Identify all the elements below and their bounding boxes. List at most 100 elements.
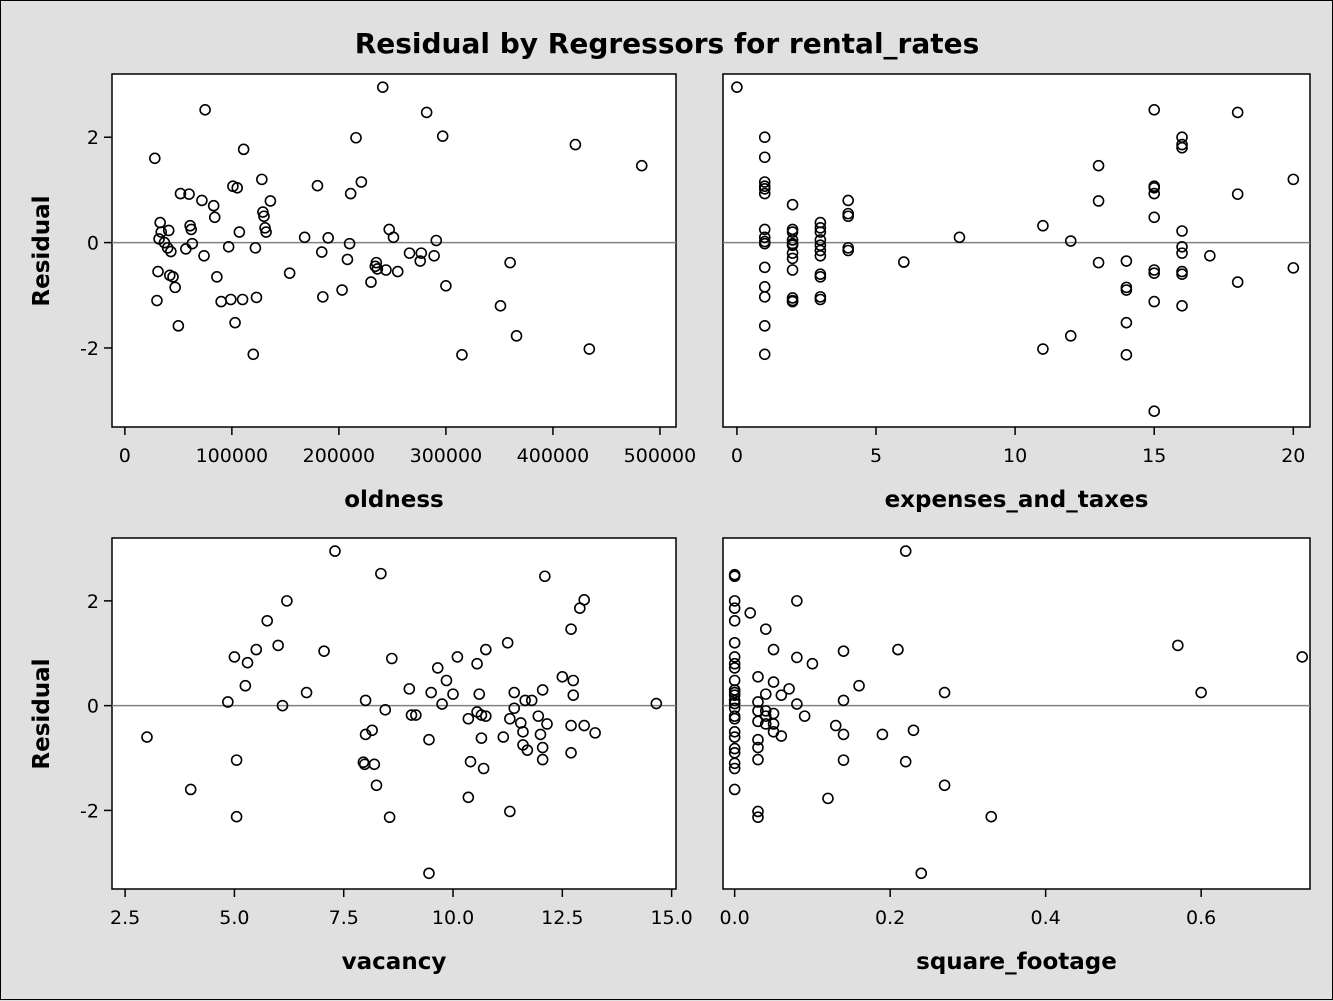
data-point <box>759 710 772 722</box>
data-point <box>343 237 356 250</box>
x-tick-label: 200000 <box>303 445 376 467</box>
data-point <box>728 636 741 649</box>
data-point <box>752 671 764 683</box>
data-point <box>462 712 475 725</box>
data-point <box>728 726 741 738</box>
data-point <box>344 187 357 200</box>
data-point <box>283 267 296 279</box>
data-point <box>387 231 400 244</box>
data-point <box>1120 284 1133 296</box>
panels-layer: 0 100000 200000 300000 400000 500000 -2 0 2 Resid… <box>29 73 1311 975</box>
data-point <box>1231 188 1244 200</box>
data-point <box>1195 686 1207 699</box>
data-point <box>758 231 771 244</box>
data-point <box>744 607 757 619</box>
x-tick-label: 0.0 <box>720 907 750 929</box>
data-point <box>473 688 486 700</box>
data-point <box>1296 651 1309 663</box>
data-point <box>650 697 663 710</box>
data-point <box>791 651 803 664</box>
data-point <box>728 602 741 615</box>
data-point <box>578 719 590 732</box>
data-point <box>758 131 771 144</box>
data-point <box>758 291 771 303</box>
data-point <box>497 731 510 743</box>
data-point <box>791 698 803 710</box>
y-axis-label: Residual <box>29 195 55 306</box>
data-point <box>814 222 827 234</box>
data-point <box>231 182 244 194</box>
data-point <box>565 746 577 759</box>
data-point <box>567 674 580 687</box>
data-point <box>806 657 819 670</box>
data-point <box>907 724 920 737</box>
data-point <box>728 570 741 583</box>
data-point <box>1176 141 1188 154</box>
data-point <box>842 210 854 223</box>
data-point <box>758 187 771 200</box>
data-point <box>791 595 803 607</box>
data-point <box>829 719 842 732</box>
x-tick-label: 100000 <box>196 445 269 467</box>
x-tick-label: 10 <box>1003 445 1027 467</box>
data-point <box>477 762 490 775</box>
data-point <box>1148 405 1161 417</box>
data-point <box>504 712 516 725</box>
data-point <box>322 232 334 244</box>
data-point <box>814 226 827 238</box>
x-tick-label: 5.0 <box>219 907 249 929</box>
data-point <box>162 224 175 237</box>
data-point <box>752 733 764 746</box>
data-point <box>814 249 827 262</box>
data-point <box>376 81 389 93</box>
data-point <box>350 131 362 144</box>
data-point <box>456 349 468 361</box>
x-tick-label: 20 <box>1281 445 1305 467</box>
data-point <box>728 614 741 627</box>
data-point <box>758 261 771 274</box>
y-tick-label: 2 <box>87 591 99 613</box>
data-point <box>767 718 780 730</box>
data-point <box>589 727 601 739</box>
data-point <box>239 679 252 692</box>
data-point <box>1176 300 1188 312</box>
data-point <box>247 348 260 361</box>
data-point <box>425 686 437 699</box>
data-point <box>728 694 741 707</box>
x-tick-label: 400000 <box>517 445 590 467</box>
data-point <box>184 783 197 796</box>
data-point <box>1176 138 1188 151</box>
plot-area <box>111 73 677 428</box>
data-point <box>534 728 547 741</box>
data-point <box>149 152 161 165</box>
data-point <box>1092 256 1105 269</box>
data-point <box>1148 187 1161 200</box>
x-axis-label: oldness <box>344 487 444 513</box>
data-point <box>241 656 254 669</box>
data-point <box>230 754 243 766</box>
data-point <box>837 728 850 741</box>
y-axis-label: Residual <box>29 658 55 769</box>
chart-title: Residual by Regressors for rental_rates <box>355 27 980 60</box>
data-point <box>758 320 771 332</box>
data-point <box>228 651 241 663</box>
data-point <box>898 256 910 268</box>
data-point <box>541 718 553 730</box>
data-point <box>370 779 383 792</box>
data-point <box>758 348 771 361</box>
data-point <box>752 811 764 824</box>
x-tick-label: 12.5 <box>541 907 583 929</box>
data-point <box>565 719 577 732</box>
x-tick-label: 0.4 <box>1031 907 1061 929</box>
data-point <box>165 245 177 258</box>
data-point <box>222 241 235 253</box>
data-point <box>475 709 488 721</box>
data-point <box>211 271 223 283</box>
data-point <box>786 226 799 238</box>
data-point <box>276 699 289 712</box>
panel-vacancy: 2.5 5.0 7.5 10.0 12.5 15.0 -2 0 2 Residual vacancy <box>29 537 693 975</box>
data-point <box>260 226 272 238</box>
y-tick-label: 0 <box>87 696 99 718</box>
data-point <box>1120 316 1133 329</box>
